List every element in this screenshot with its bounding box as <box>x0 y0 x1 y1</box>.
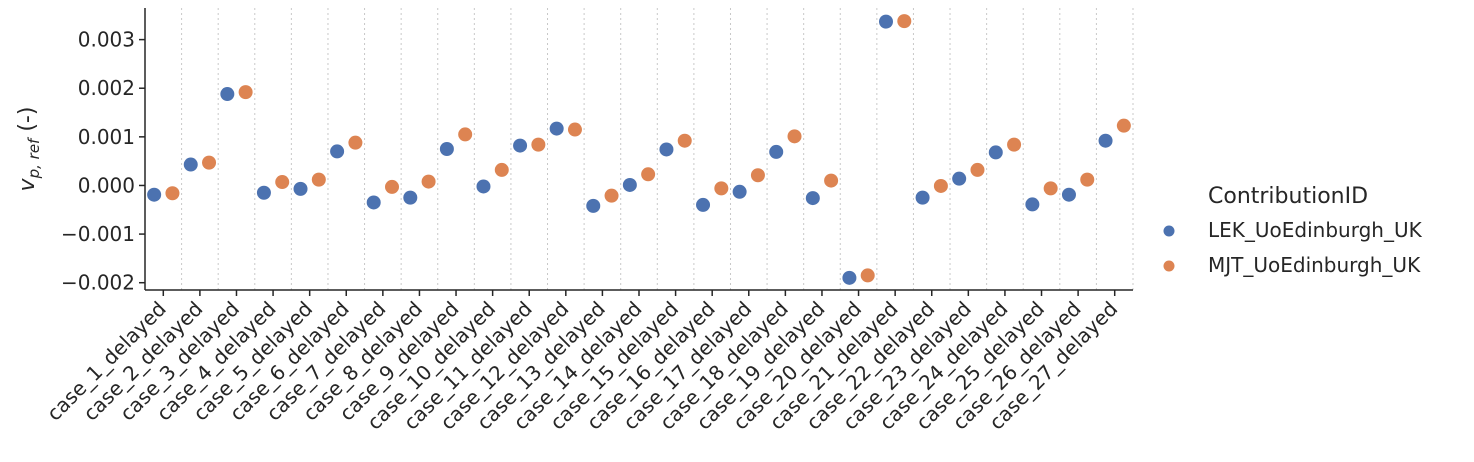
data-point <box>769 144 784 159</box>
y-tick-label: 0.000 <box>78 173 135 197</box>
axes <box>144 8 1133 291</box>
data-point <box>275 175 290 190</box>
data-point <box>403 190 418 205</box>
legend-marker-lek <box>1163 225 1175 237</box>
data-point <box>330 144 345 159</box>
y-tick-label: −0.002 <box>61 271 135 295</box>
data-point <box>348 135 363 150</box>
data-point <box>641 167 656 182</box>
data-point <box>677 133 692 148</box>
data-point <box>385 179 399 194</box>
vertical-grid-lines <box>181 8 1134 290</box>
y-axis-title-sub: p, ref <box>25 136 43 179</box>
data-point <box>824 173 839 188</box>
data-point <box>494 162 509 177</box>
y-axis-title-suffix: (-) <box>15 107 40 139</box>
y-tick-label: 0.002 <box>78 76 135 100</box>
data-points <box>147 14 1131 285</box>
legend-marker-mjt <box>1163 260 1175 272</box>
data-point <box>714 181 729 196</box>
legend-label-mjt: MJT_UoEdinburgh_UK <box>1208 253 1421 277</box>
legend-label-lek: LEK_UoEdinburgh_UK <box>1208 218 1423 242</box>
data-point <box>1043 181 1058 196</box>
data-point <box>1025 197 1040 212</box>
data-point <box>897 14 912 29</box>
data-point <box>1080 172 1095 187</box>
data-point <box>513 138 528 153</box>
data-point <box>787 129 802 144</box>
data-point <box>458 127 473 142</box>
data-point <box>604 188 619 203</box>
data-point <box>567 122 582 137</box>
data-point <box>549 121 564 136</box>
y-axis-title: vp, ref (-) <box>15 107 43 192</box>
data-point <box>860 268 875 283</box>
y-axis-title-main: v <box>15 177 40 191</box>
data-point <box>293 181 308 196</box>
data-point <box>366 195 381 210</box>
data-point <box>659 142 674 157</box>
data-point <box>1061 187 1076 202</box>
data-point <box>879 14 893 29</box>
data-point <box>696 197 711 212</box>
data-point <box>622 177 637 192</box>
data-point <box>220 87 235 102</box>
data-point <box>732 184 747 199</box>
data-point <box>1116 118 1131 133</box>
data-point <box>311 172 326 187</box>
y-ticks: −0.002 −0.001 0.000 0.001 0.002 0.003 <box>61 28 145 295</box>
x-ticks: case_1_delayedcase_2_delayedcase_3_delay… <box>42 290 1122 435</box>
data-point <box>202 155 217 170</box>
data-point <box>165 186 180 201</box>
data-point <box>915 190 930 205</box>
data-point <box>970 162 985 177</box>
data-point <box>421 174 436 189</box>
data-point <box>805 191 820 206</box>
y-tick-label: 0.001 <box>78 125 135 149</box>
data-point <box>238 85 253 100</box>
data-point <box>1007 137 1022 152</box>
data-point <box>586 198 601 213</box>
data-point <box>988 145 1003 160</box>
data-point <box>1098 133 1113 148</box>
data-point <box>952 171 967 186</box>
data-point <box>256 185 271 200</box>
data-point <box>933 178 948 193</box>
legend-title: ContributionID <box>1208 184 1368 209</box>
data-point <box>531 137 546 152</box>
data-point <box>147 187 162 202</box>
y-tick-label: −0.001 <box>61 222 135 246</box>
y-tick-label: 0.003 <box>78 28 135 52</box>
data-point <box>439 142 454 156</box>
legend: ContributionID LEK_UoEdinburgh_UK MJT_Uo… <box>1163 184 1423 277</box>
data-point <box>183 157 198 172</box>
data-point <box>750 168 765 183</box>
data-point <box>476 179 491 194</box>
data-point <box>842 270 857 285</box>
